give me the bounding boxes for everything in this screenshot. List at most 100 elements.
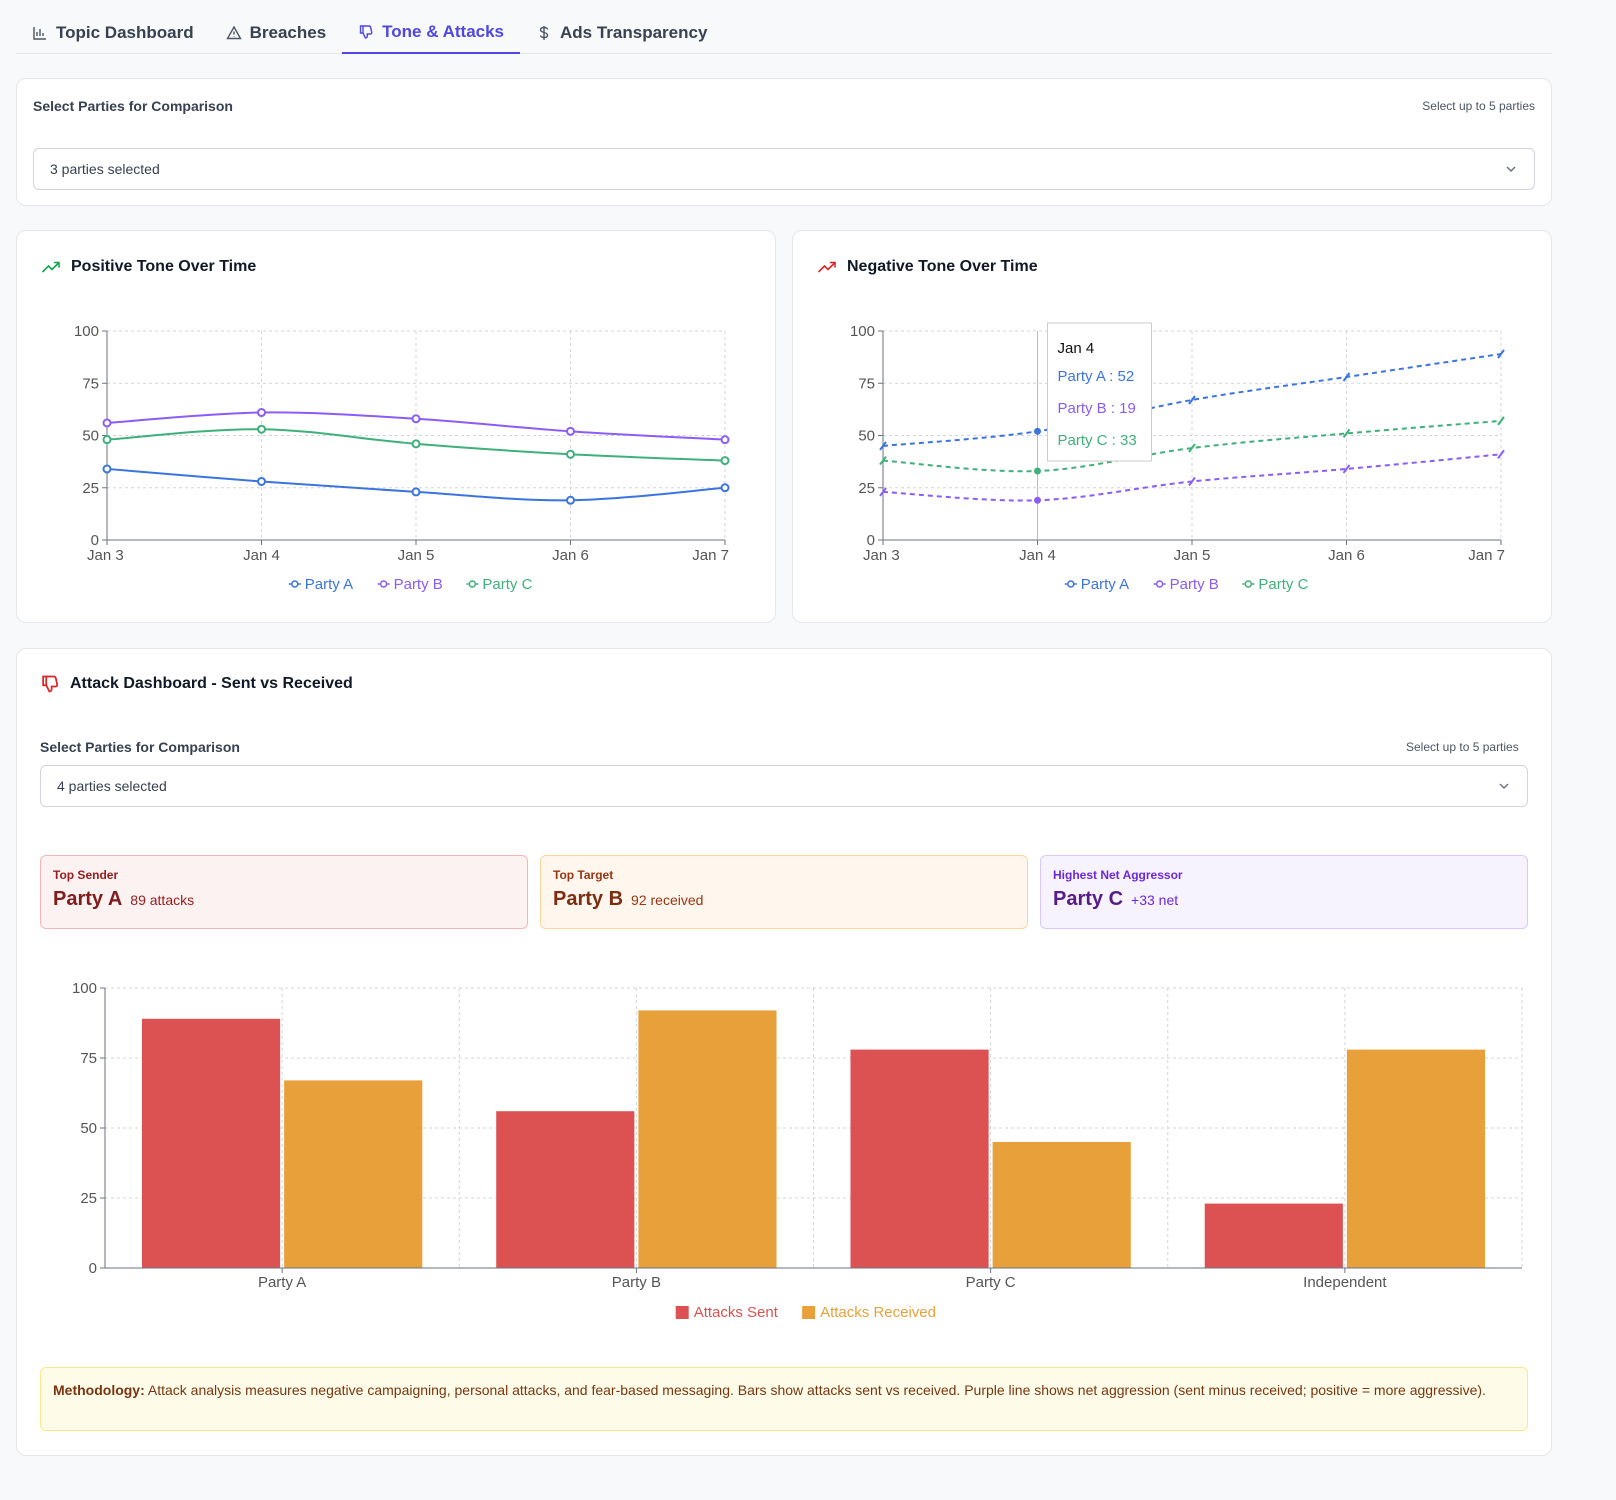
legend-item[interactable]: Attacks Received	[802, 1304, 936, 1321]
series-line-2	[882, 419, 1502, 473]
data-point[interactable]	[566, 495, 575, 505]
y-tick-label: 25	[82, 480, 99, 497]
data-point	[1342, 464, 1351, 474]
x-tick-label: Party A	[258, 1274, 306, 1291]
legend-label: Attacks Received	[820, 1304, 936, 1321]
tab-label: Breaches	[249, 23, 327, 42]
attack-select-value: 4 parties selected	[57, 778, 167, 794]
x-tick-label: Independent	[1303, 1274, 1387, 1291]
chevron-down-icon	[1506, 166, 1516, 173]
chevron-down-icon	[1499, 783, 1509, 790]
legend-marker	[379, 580, 388, 588]
attack-party-dropdown[interactable]: 4 parties selected	[40, 765, 1528, 807]
legend-label: Party A	[305, 576, 353, 593]
legend-marker	[1155, 580, 1164, 588]
legend: Party A Party B Party C	[1064, 576, 1309, 593]
bar-sent[interactable]	[850, 1049, 989, 1268]
party-select-label: Select Parties for Comparison	[33, 98, 233, 114]
legend-item[interactable]: Party A	[288, 576, 353, 593]
party-select-dropdown[interactable]: 3 parties selected	[33, 148, 1535, 190]
data-point[interactable]	[411, 414, 421, 424]
legend-item[interactable]: Party A	[1064, 576, 1129, 593]
data-point	[1188, 476, 1196, 487]
stat-party-name: Party C	[1053, 888, 1124, 910]
data-point[interactable]	[720, 483, 730, 493]
x-tick-label: Jan 7	[692, 547, 729, 564]
y-tick-label: 100	[850, 323, 875, 340]
stat-value: 89 attacks	[130, 892, 195, 908]
legend-label: Attacks Sent	[694, 1304, 779, 1321]
tab-tone-attacks[interactable]: Tone & Attacks	[342, 12, 521, 54]
legend-swatch	[802, 1306, 816, 1319]
legend-swatch	[675, 1306, 689, 1319]
grid: 0 25 50 75 100 Jan 3 Jan 4 Jan 5 Jan 6 Jan 7	[850, 323, 1505, 564]
legend-label: Party C	[1258, 576, 1308, 593]
positive-tone-title-row: Positive Tone Over Time	[41, 257, 256, 277]
y-tick-label: 100	[72, 980, 97, 997]
x-tick-label: Jan 6	[1328, 547, 1365, 564]
legend-item[interactable]: Party C	[466, 576, 533, 593]
data-point[interactable]	[257, 476, 266, 486]
bar-received[interactable]	[638, 1010, 777, 1268]
bar-received[interactable]	[1346, 1049, 1486, 1268]
data-point[interactable]	[566, 426, 575, 436]
data-point[interactable]	[411, 439, 421, 449]
bar-received[interactable]	[284, 1080, 423, 1268]
stat-label: Top Sender	[53, 868, 119, 882]
negative-tone-title-row: Negative Tone Over Time	[817, 257, 1038, 277]
tooltip-row: Party C : 33	[1058, 432, 1137, 449]
tooltip-row: Party B : 19	[1058, 400, 1136, 417]
data-point[interactable]	[102, 418, 112, 428]
legend-marker	[1067, 580, 1075, 588]
dollar-icon	[539, 26, 549, 40]
party-select-value: 3 parties selected	[50, 161, 160, 177]
warning-icon	[225, 25, 242, 40]
y-tick-label: 50	[858, 428, 875, 445]
y-tick-label: 0	[89, 1260, 97, 1277]
data-point[interactable]	[720, 435, 730, 445]
trending-up-icon	[41, 261, 60, 273]
legend-label: Party B	[394, 576, 443, 593]
methodology-text: Attack analysis measures negative campai…	[147, 1382, 1486, 1398]
bar-sent[interactable]	[1204, 1203, 1343, 1268]
x-tick-label: Jan 4	[1019, 547, 1056, 564]
data-point	[1034, 467, 1041, 475]
data-point[interactable]	[257, 424, 266, 434]
x-tick-label: Jan 6	[552, 547, 589, 564]
legend-item[interactable]: Party B	[377, 576, 443, 593]
data-point[interactable]	[102, 435, 112, 445]
x-tick-label: Jan 4	[243, 547, 280, 564]
data-point	[1034, 427, 1041, 435]
data-point[interactable]	[566, 449, 575, 459]
data-point[interactable]	[411, 487, 421, 497]
legend-item[interactable]: Attacks Sent	[675, 1304, 779, 1321]
stat-party-name: Party B	[553, 888, 624, 910]
bar-received[interactable]	[992, 1142, 1131, 1268]
legend-item[interactable]: Party C	[1242, 576, 1309, 593]
bar-sent[interactable]	[141, 1018, 281, 1268]
data-point[interactable]	[102, 464, 112, 474]
tab-topic-dashboard[interactable]: Topic Dashboard	[16, 12, 210, 54]
y-tick-label: 25	[858, 480, 875, 497]
negative-tone-title: Negative Tone Over Time	[847, 258, 1038, 275]
positive-tone-card: Positive Tone Over Time 0 25 50 75 100 Jan 3 J…	[16, 230, 776, 623]
data-point	[1497, 449, 1505, 459]
top-target-card: Top Target Party B 92 received	[540, 855, 1028, 929]
legend-label: Party C	[482, 576, 532, 593]
tooltip-box	[1047, 322, 1152, 462]
data-point[interactable]	[257, 408, 266, 418]
legend-label: Party B	[1170, 576, 1219, 593]
bar-sent[interactable]	[496, 1111, 635, 1268]
legend-marker	[468, 580, 477, 588]
thumbs-down-icon	[359, 25, 373, 39]
data-point[interactable]	[720, 456, 730, 466]
stat-party-name: Party A	[53, 888, 123, 910]
data-point	[1342, 428, 1351, 439]
tab-label: Ads Transparency	[560, 23, 708, 42]
tab-ads-transparency[interactable]: Ads Transparency	[520, 12, 723, 54]
legend-item[interactable]: Party B	[1153, 576, 1219, 593]
tab-breaches[interactable]: Breaches	[210, 12, 343, 54]
tab-bar: Topic Dashboard Breaches Tone & Attacks …	[16, 12, 1552, 54]
negative-tone-card: Negative Tone Over Time 0 25 50 75 100 Jan 3 J…	[792, 230, 1552, 623]
data-point	[879, 487, 887, 497]
